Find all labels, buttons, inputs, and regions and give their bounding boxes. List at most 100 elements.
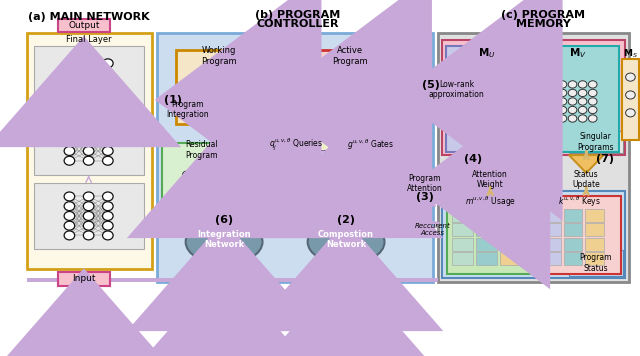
Text: (7): (7) xyxy=(596,154,614,164)
Circle shape xyxy=(102,211,113,220)
Circle shape xyxy=(102,59,113,68)
Circle shape xyxy=(579,89,587,96)
Bar xyxy=(438,33,628,282)
Circle shape xyxy=(351,89,361,98)
Circle shape xyxy=(326,79,337,88)
Circle shape xyxy=(214,108,224,116)
Circle shape xyxy=(478,89,486,96)
Bar xyxy=(306,150,316,214)
Circle shape xyxy=(83,137,94,146)
Bar xyxy=(538,196,621,273)
Circle shape xyxy=(83,202,94,211)
Circle shape xyxy=(204,99,213,107)
Circle shape xyxy=(498,98,507,105)
Bar xyxy=(476,238,497,251)
Bar xyxy=(500,209,521,222)
Bar xyxy=(34,46,145,110)
Circle shape xyxy=(203,188,211,195)
Circle shape xyxy=(237,80,246,88)
Text: (b) PROGRAM: (b) PROGRAM xyxy=(255,10,340,20)
Bar xyxy=(27,278,438,282)
Circle shape xyxy=(64,202,75,211)
Circle shape xyxy=(83,192,94,201)
Circle shape xyxy=(102,231,113,240)
Text: $g^{u,v,\theta}$ Gates: $g^{u,v,\theta}$ Gates xyxy=(347,137,394,152)
Circle shape xyxy=(182,180,191,187)
Circle shape xyxy=(237,89,246,98)
Text: Program
Status: Program Status xyxy=(580,253,612,273)
Circle shape xyxy=(568,98,577,105)
Circle shape xyxy=(498,89,507,96)
Circle shape xyxy=(488,115,497,122)
Circle shape xyxy=(558,81,567,88)
Bar xyxy=(34,183,145,249)
Circle shape xyxy=(626,91,636,99)
Circle shape xyxy=(588,115,597,122)
Bar xyxy=(157,33,433,282)
Circle shape xyxy=(468,89,477,96)
Text: (2): (2) xyxy=(337,215,355,225)
Circle shape xyxy=(363,109,373,118)
Text: Attention
Weight: Attention Weight xyxy=(472,170,508,189)
Circle shape xyxy=(102,147,113,156)
Circle shape xyxy=(64,59,75,68)
Bar xyxy=(34,118,145,174)
Circle shape xyxy=(351,109,361,118)
Bar xyxy=(569,131,623,153)
Text: $\mathbf{M}_V$: $\mathbf{M}_V$ xyxy=(569,46,586,60)
Bar xyxy=(289,150,299,214)
Circle shape xyxy=(102,127,113,136)
Circle shape xyxy=(488,106,497,114)
Circle shape xyxy=(380,159,392,168)
Circle shape xyxy=(339,99,349,108)
Bar xyxy=(585,209,604,222)
Bar xyxy=(446,46,529,152)
Circle shape xyxy=(64,88,75,97)
Bar xyxy=(452,252,473,266)
Circle shape xyxy=(488,98,497,105)
Circle shape xyxy=(478,115,486,122)
Circle shape xyxy=(83,211,94,220)
Text: (c) PROGRAM: (c) PROGRAM xyxy=(501,10,585,20)
Circle shape xyxy=(193,108,202,116)
Circle shape xyxy=(498,81,507,88)
Text: $k^{u,v,\theta}$ Keys: $k^{u,v,\theta}$ Keys xyxy=(558,195,601,209)
Circle shape xyxy=(102,192,113,201)
Bar xyxy=(564,223,582,236)
Circle shape xyxy=(64,211,75,220)
Circle shape xyxy=(83,221,94,230)
Circle shape xyxy=(102,156,113,165)
Text: (3): (3) xyxy=(416,192,434,202)
Circle shape xyxy=(368,180,380,189)
Circle shape xyxy=(558,115,567,122)
Circle shape xyxy=(64,78,75,87)
Circle shape xyxy=(64,156,75,165)
Circle shape xyxy=(193,99,202,107)
Circle shape xyxy=(182,197,191,204)
Text: MEMORY: MEMORY xyxy=(516,19,570,28)
Bar xyxy=(337,150,356,181)
Bar xyxy=(585,238,604,251)
Circle shape xyxy=(102,137,113,146)
Circle shape xyxy=(212,180,221,187)
Circle shape xyxy=(626,109,636,117)
Bar xyxy=(476,252,497,266)
Text: Final Layer: Final Layer xyxy=(66,35,111,44)
Text: Reccurent
Access: Reccurent Access xyxy=(415,223,451,236)
Circle shape xyxy=(212,188,221,195)
Circle shape xyxy=(626,73,636,81)
Bar xyxy=(276,150,285,214)
Text: Working
Program: Working Program xyxy=(202,46,237,66)
Circle shape xyxy=(225,108,235,116)
Bar xyxy=(447,196,533,273)
Circle shape xyxy=(182,188,191,195)
Circle shape xyxy=(498,106,507,114)
Bar xyxy=(564,252,582,266)
Circle shape xyxy=(193,80,202,88)
Polygon shape xyxy=(569,155,604,173)
Circle shape xyxy=(204,108,213,116)
Circle shape xyxy=(193,89,202,98)
Text: (5): (5) xyxy=(422,80,440,90)
Circle shape xyxy=(83,127,94,136)
Circle shape xyxy=(326,99,337,108)
